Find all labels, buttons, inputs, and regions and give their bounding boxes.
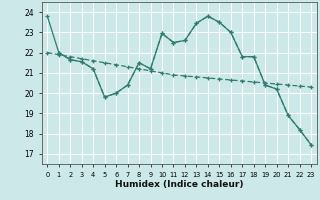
X-axis label: Humidex (Indice chaleur): Humidex (Indice chaleur) — [115, 180, 244, 189]
